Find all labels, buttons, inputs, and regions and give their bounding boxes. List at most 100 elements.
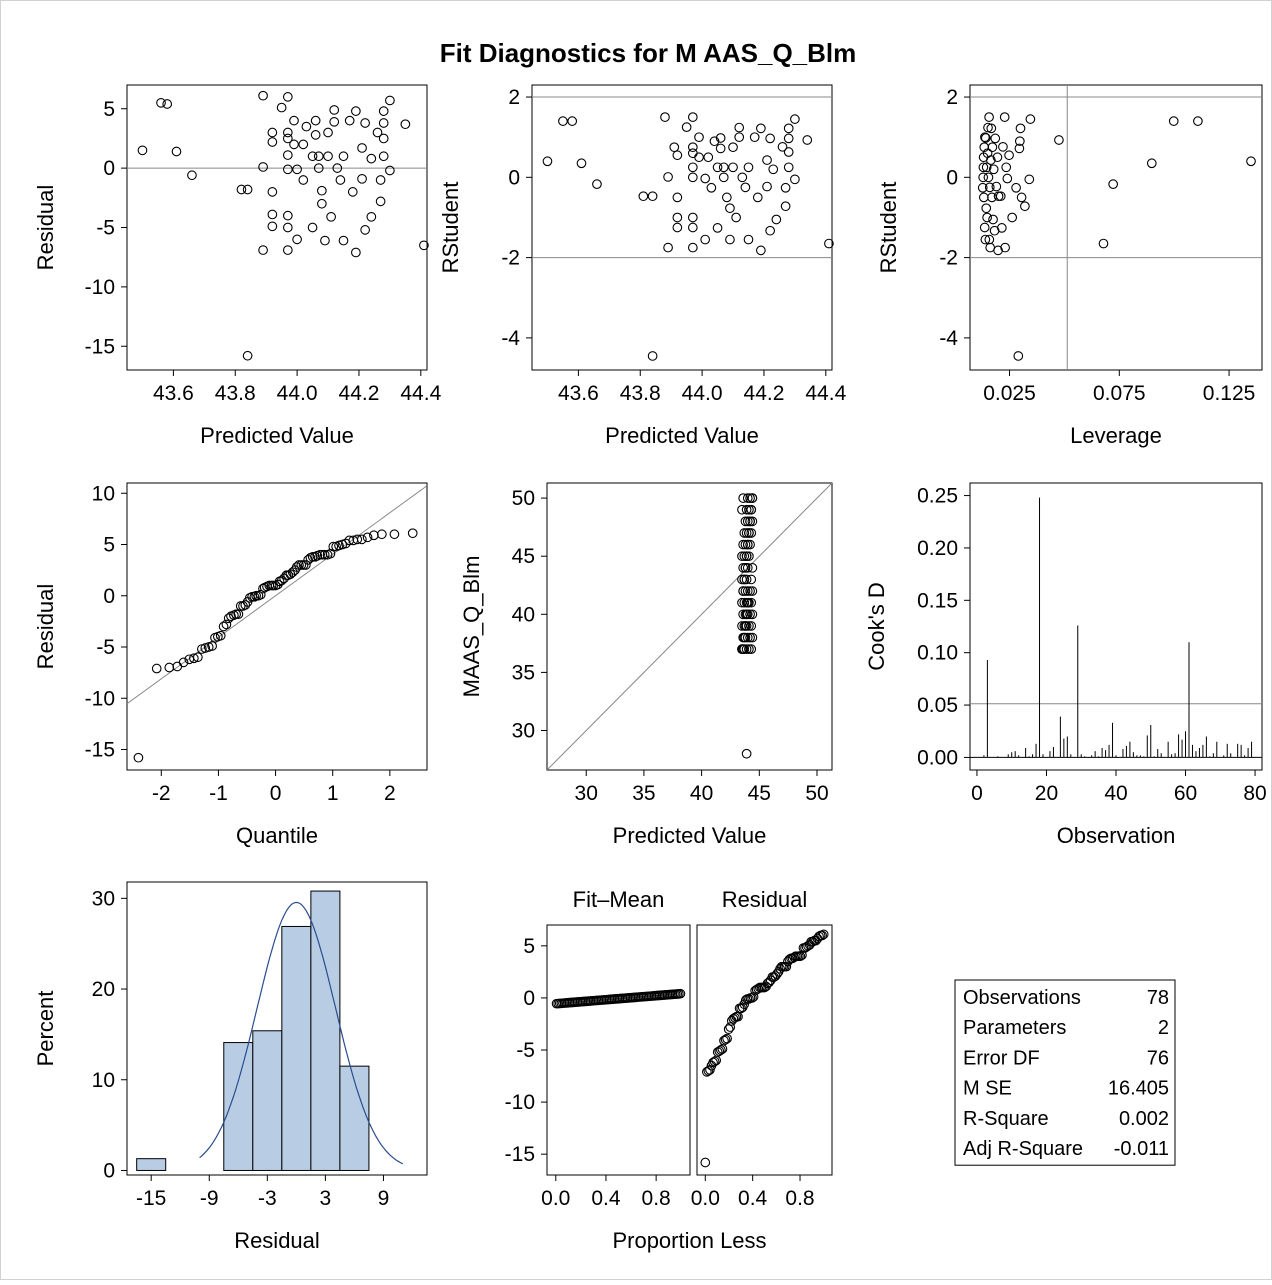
y-tick-label: 35 [512, 661, 535, 684]
data-point [328, 541, 339, 552]
data-point [1168, 116, 1179, 126]
spread-pane-title: Fit–Mean [573, 887, 665, 912]
data-point [313, 151, 324, 162]
data-point [737, 644, 747, 655]
data-point [991, 181, 1002, 192]
reference-line [127, 485, 427, 705]
data-point [703, 152, 714, 163]
data-point [267, 127, 278, 138]
data-point [542, 156, 553, 167]
data-point [747, 516, 758, 527]
data-point [721, 192, 732, 203]
data-point [756, 123, 766, 134]
data-point [818, 929, 829, 940]
data-point [772, 969, 782, 979]
data-point [338, 151, 349, 162]
x-tick-label: 44.2 [339, 382, 380, 405]
data-point [681, 122, 692, 132]
x-tick-label: 1 [327, 782, 339, 805]
figure-title: Fit Diagnostics for M AAS_Q_Blm [440, 38, 857, 68]
histogram-bar [310, 890, 341, 1171]
y-tick-label: -10 [85, 276, 115, 299]
data-point [218, 621, 229, 632]
data-point [313, 163, 324, 173]
data-point [977, 182, 988, 193]
data-point [978, 172, 989, 183]
y-tick-label: 0 [103, 585, 115, 608]
data-point [378, 133, 389, 144]
data-point [407, 528, 418, 539]
data-point [178, 657, 189, 668]
y-tick-label: 30 [512, 719, 535, 742]
data-point [236, 184, 247, 195]
data-point [741, 551, 752, 562]
data-point [747, 562, 758, 573]
data-point [687, 222, 698, 233]
data-point [385, 95, 395, 106]
y-tick-label: 5 [523, 935, 535, 958]
data-point [378, 118, 389, 128]
data-point [357, 173, 367, 184]
y-tick-label: 0 [508, 166, 520, 189]
x-tick-label: 43.8 [215, 382, 256, 405]
data-point [738, 586, 749, 596]
x-tick-label: 43.6 [153, 382, 194, 405]
data-point [739, 621, 750, 631]
data-point [352, 534, 363, 545]
data-point [987, 142, 998, 153]
data-point [372, 127, 383, 138]
data-point [307, 551, 318, 562]
data-point [329, 105, 340, 115]
y-tick-label: 45 [512, 545, 535, 568]
data-point [746, 644, 757, 655]
data-point [663, 172, 673, 182]
normal-density-curve [199, 901, 404, 1165]
x-tick-label: 0 [270, 782, 282, 805]
y-tick-label: 2 [946, 86, 958, 109]
data-point [742, 516, 753, 527]
data-point [1025, 114, 1036, 124]
data-point [1015, 123, 1026, 134]
data-point [316, 198, 327, 209]
data-point [282, 164, 293, 175]
y-tick-label: 40 [512, 603, 535, 626]
data-point [375, 196, 386, 207]
data-point [137, 145, 148, 156]
x-axis-label: Quantile [236, 823, 318, 848]
data-point [1016, 192, 1027, 203]
cooks-d-frame [969, 482, 1263, 771]
y-tick-label: 0 [946, 166, 958, 189]
fit-statistics-table: Observations 78 Parameters 2 Error DF 76 M SE 1… [954, 979, 1176, 1166]
x-tick-label: 45 [748, 782, 771, 805]
data-point [720, 1034, 731, 1045]
data-point [725, 203, 735, 214]
y-tick-label: -5 [96, 217, 115, 240]
residual-fit-spread-plot: Fit–Mean 0.0 0.4 0.8 Residual 0.0 0.4 0.8 5 0 -5 -1… [505, 887, 833, 1253]
data-point [223, 613, 234, 624]
x-tick-label: 43.8 [620, 382, 661, 405]
data-point [242, 184, 253, 195]
data-point [740, 516, 751, 527]
data-point [990, 133, 1001, 144]
y-tick-label: 0.20 [917, 537, 958, 560]
data-point [672, 192, 683, 203]
x-axis-label: Residual [234, 1228, 320, 1253]
data-point [1020, 201, 1030, 212]
data-point [790, 174, 800, 185]
data-point [762, 181, 772, 192]
data-point [992, 152, 1003, 163]
data-point [740, 632, 751, 643]
data-point [714, 1046, 725, 1056]
data-point [377, 529, 387, 540]
x-tick-label: 30 [575, 782, 598, 805]
x-tick-label: 9 [378, 1187, 390, 1210]
histogram-bar [339, 1065, 370, 1171]
data-point [739, 528, 750, 538]
data-point [715, 133, 726, 143]
data-point [301, 121, 312, 132]
data-point [762, 155, 772, 165]
data-point [162, 99, 173, 109]
data-point [687, 172, 698, 183]
data-point [744, 597, 754, 608]
